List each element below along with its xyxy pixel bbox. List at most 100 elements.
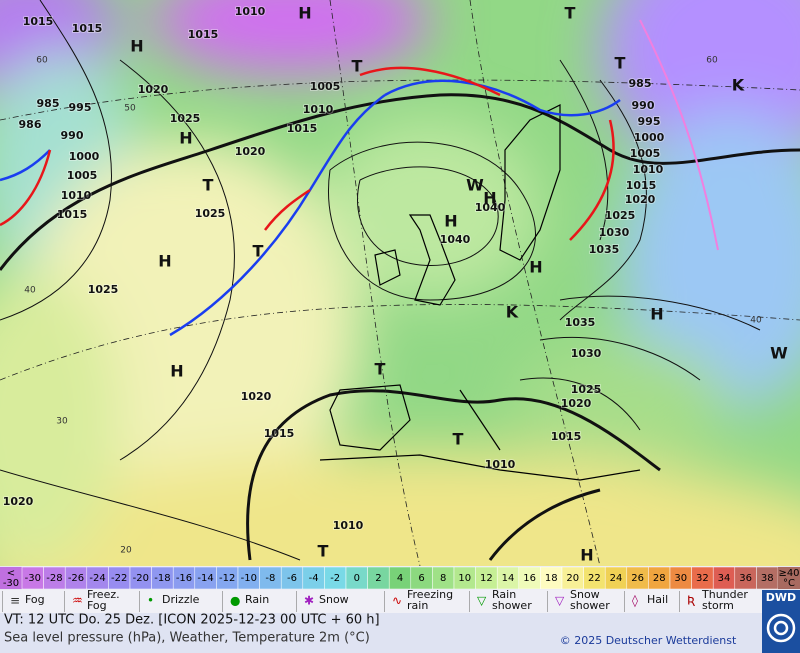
legend-label: Rain (492, 588, 516, 601)
scale-label: -14 (197, 573, 213, 584)
pressure-label: 1025 (88, 283, 119, 296)
isotherm-label: 20 (120, 546, 132, 556)
pressure-label: 990 (61, 129, 84, 142)
pressure-label: 1030 (571, 347, 602, 360)
isotherm-label: 30 (56, 417, 68, 427)
pressure-label: 1030 (599, 226, 630, 239)
scale-label: -30 (3, 578, 19, 589)
pressure-label: 1005 (310, 80, 341, 93)
scale-label: 0 (354, 573, 360, 584)
pressure-label: 1020 (138, 83, 169, 96)
valid-time: VT: 12 UTC Do. 25 Dez. [ICON 2025-12-23 … (4, 613, 380, 628)
copyright: © 2025 Deutscher Wetterdienst (560, 634, 737, 647)
pressure-system: K (732, 76, 745, 95)
legend-icon: ♒ (72, 594, 83, 608)
scale-label: 4 (397, 573, 403, 584)
pressure-system: T (318, 542, 329, 561)
pressure-label: 1025 (605, 209, 636, 222)
pressure-system: H (650, 305, 663, 324)
scale-label: 12 (480, 573, 493, 584)
pressure-label: 986 (19, 118, 42, 131)
pressure-label: 1015 (57, 208, 88, 221)
pressure-label: 1015 (188, 28, 219, 41)
scale-label: -18 (154, 573, 170, 584)
pressure-label: 1010 (61, 189, 92, 202)
legend-sep (139, 591, 140, 612)
scale-label: -20 (133, 573, 149, 584)
pressure-label: 1020 (625, 193, 656, 206)
scale-label: °C (783, 578, 795, 589)
scale-label: -24 (89, 573, 105, 584)
pressure-system: K (506, 303, 519, 322)
pressure-system: T (615, 54, 626, 73)
pressure-label: 1010 (485, 458, 516, 471)
pressure-system: H (444, 212, 457, 231)
legend-sep (469, 591, 470, 612)
pressure-label: 995 (69, 101, 92, 114)
logo-text: DWD (766, 591, 796, 604)
pressure-label: 1010 (633, 163, 664, 176)
pressure-label: 1015 (626, 179, 657, 192)
pressure-system: H (580, 546, 593, 565)
isotherm-label: 60 (706, 56, 718, 66)
pressure-label: 1010 (235, 5, 266, 18)
pressure-system: H (298, 4, 311, 23)
pressure-label: 1025 (195, 207, 226, 220)
legend-icon: Ʀ (687, 594, 695, 608)
pressure-label: 1005 (67, 169, 98, 182)
pressure-system: T (453, 430, 464, 449)
isotherm-label: 50 (124, 104, 136, 114)
scale-label: 2 (375, 573, 381, 584)
pressure-label: 1020 (235, 145, 266, 158)
pressure-label: 1020 (241, 390, 272, 403)
pressure-label: 985 (629, 77, 652, 90)
scale-label: 8 (440, 573, 446, 584)
scale-label: -30 (25, 573, 41, 584)
pressure-system: H (158, 252, 171, 271)
scale-label: -22 (111, 573, 127, 584)
pressure-label: 1025 (170, 112, 201, 125)
pressure-label: 1015 (72, 22, 103, 35)
legend-label: Snow (570, 588, 600, 601)
pressure-label: 1015 (287, 122, 318, 135)
pressure-label: 1020 (3, 495, 34, 508)
scale-label: -4 (309, 573, 319, 584)
pressure-system: H (179, 129, 192, 148)
scale-label: 22 (588, 573, 601, 584)
scale-label: -28 (46, 573, 62, 584)
legend-label: Fog (87, 599, 107, 612)
legend-icon: ▽ (477, 594, 487, 608)
legend-icon: ● (230, 594, 240, 608)
legend-label: rain (407, 599, 428, 612)
legend-label: shower (492, 599, 532, 612)
pressure-label: 1015 (551, 430, 582, 443)
legend-label: Freezing (407, 588, 453, 601)
legend-label: Fog (25, 593, 45, 606)
pressure-system: W (466, 176, 484, 195)
pressure-label: 990 (632, 99, 655, 112)
pressure-label: 985 (37, 97, 60, 110)
pressure-label: 995 (638, 115, 661, 128)
pressure-label: 1035 (589, 243, 620, 256)
pressure-label: 1040 (475, 201, 506, 214)
isotherm-label: 40 (24, 286, 36, 296)
pressure-label: 1025 (571, 383, 602, 396)
scale-label: -8 (265, 573, 275, 584)
legend-sep (2, 591, 3, 612)
pressure-label: 1000 (69, 150, 100, 163)
scale-label: 10 (458, 573, 471, 584)
pressure-label: 1005 (630, 147, 661, 160)
pressure-label: 1015 (264, 427, 295, 440)
legend-icon: ▽ (555, 594, 565, 608)
scale-label: -12 (219, 573, 235, 584)
scale-cell (0, 567, 22, 589)
scale-label: 38 (761, 573, 774, 584)
isotherm-label: 60 (36, 56, 48, 66)
legend-label: storm (702, 599, 734, 612)
scale-label: 18 (545, 573, 558, 584)
pressure-label: 1035 (565, 316, 596, 329)
scale-label: ≥40 (778, 568, 799, 579)
legend-label: Freez. (87, 588, 120, 601)
legend-sep (384, 591, 385, 612)
